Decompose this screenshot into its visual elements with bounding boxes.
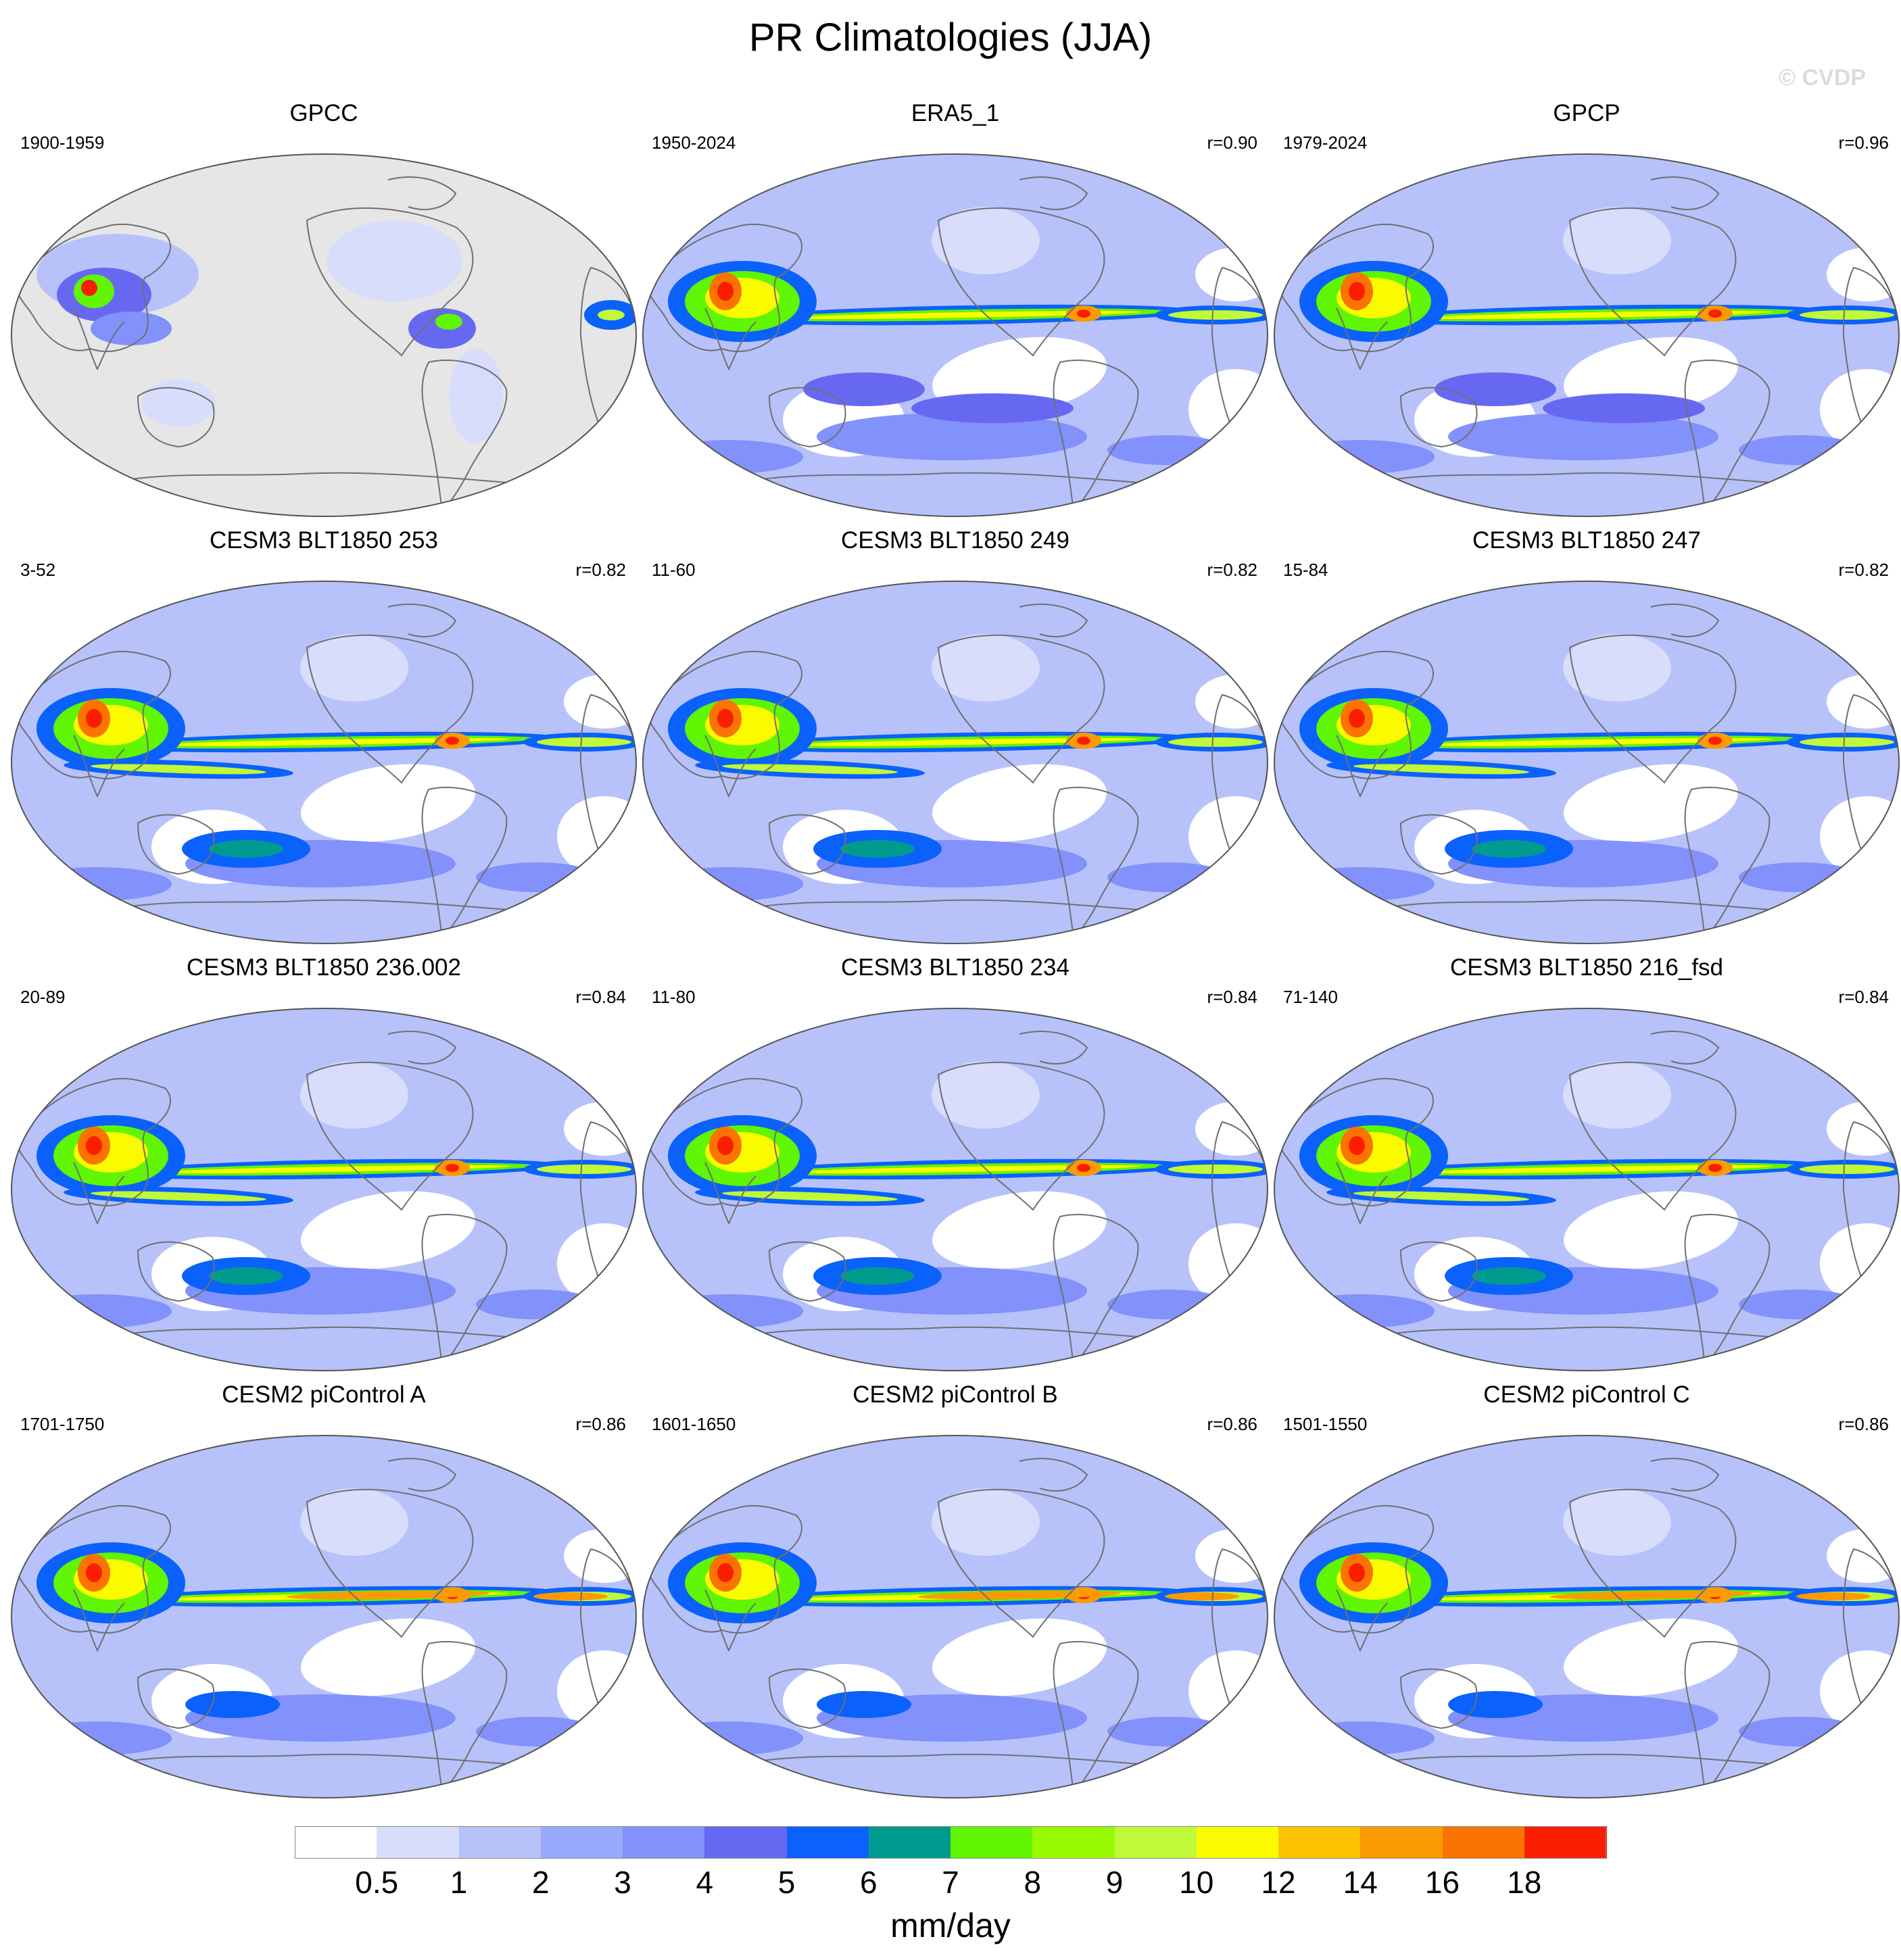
precip-map xyxy=(1274,581,1900,944)
colorbar-cell xyxy=(950,1826,1033,1859)
panel-title: GPCC xyxy=(289,100,358,126)
precip-map xyxy=(1274,1008,1900,1371)
map-panel: GPCP 1979-2024 r=0.96 xyxy=(1272,100,1901,519)
colorbar-cell xyxy=(786,1826,869,1859)
colorbar-tick-label: 0.5 xyxy=(355,1865,399,1900)
panel-title: CESM2 piControl A xyxy=(222,1381,426,1408)
panel-title: CESM3 BLT1850 253 xyxy=(210,527,438,554)
panel-correlation: r=0.82 xyxy=(1207,560,1257,580)
map-panel: ERA5_1 1950-2024 r=0.90 xyxy=(641,100,1270,519)
colorbar-tick-label: 7 xyxy=(942,1865,959,1900)
map-panel: CESM3 BLT1850 249 11-60 r=0.82 xyxy=(641,527,1270,946)
panel-correlation: r=0.82 xyxy=(1838,560,1889,580)
map-panel: CESM2 piControl C 1501-1550 r=0.86 xyxy=(1272,1381,1901,1800)
colorbar-tick-label: 1 xyxy=(450,1865,468,1900)
precip-map xyxy=(642,1008,1268,1371)
panel-years: 1601-1650 xyxy=(652,1414,736,1434)
precip-map xyxy=(11,581,637,944)
precip-map xyxy=(11,1435,637,1798)
colorbar-tick-label: 14 xyxy=(1343,1865,1378,1900)
panel-title: CESM3 BLT1850 249 xyxy=(841,527,1069,554)
colorbar-tick-label: 9 xyxy=(1105,1865,1124,1900)
precip-map xyxy=(1274,153,1900,517)
precip-map xyxy=(642,153,1268,517)
colorbar-tick-label: 10 xyxy=(1179,1865,1214,1900)
colorbar-tick-label: 5 xyxy=(777,1865,796,1900)
map-panel: CESM3 BLT1850 236.002 20-89 r=0.84 xyxy=(9,954,638,1373)
panel-years: 3-52 xyxy=(20,560,56,580)
map-panel: CESM3 BLT1850 216_fsd 71-140 r=0.84 xyxy=(1272,954,1901,1373)
panel-title: CESM3 BLT1850 236.002 xyxy=(186,954,461,981)
panel-years: 71-140 xyxy=(1283,987,1338,1007)
panel-title: ERA5_1 xyxy=(911,100,1000,126)
precip-map xyxy=(642,1435,1268,1798)
precip-map xyxy=(11,153,637,517)
panel-title: CESM3 BLT1850 216_fsd xyxy=(1449,954,1724,981)
map-panel: CESM2 piControl B 1601-1650 r=0.86 xyxy=(641,1381,1270,1800)
colorbar-cell xyxy=(704,1826,787,1859)
colorbar-cell xyxy=(623,1826,705,1859)
panel-correlation: r=0.86 xyxy=(1838,1414,1889,1434)
map-panel: CESM2 piControl A 1701-1750 r=0.86 xyxy=(9,1381,638,1800)
watermark: © CVDP xyxy=(1779,65,1866,91)
colorbar-cell xyxy=(1114,1826,1197,1859)
panel-years: 11-80 xyxy=(652,987,696,1007)
precip-map xyxy=(642,581,1268,944)
colorbar-cell xyxy=(377,1826,459,1859)
panel-title: CESM2 piControl C xyxy=(1483,1381,1690,1408)
panel-title: CESM3 BLT1850 247 xyxy=(1472,527,1701,554)
panel-years: 20-89 xyxy=(20,987,66,1007)
colorbar-cell xyxy=(1032,1826,1115,1859)
precip-map xyxy=(11,1008,637,1371)
colorbar-units: mm/day xyxy=(890,1907,1011,1944)
map-panel: CESM3 BLT1850 234 11-80 r=0.84 xyxy=(641,954,1270,1373)
colorbar-cell xyxy=(1278,1826,1361,1859)
colorbar-tick-label: 6 xyxy=(859,1865,877,1900)
colorbar xyxy=(295,1826,1607,1859)
map-panel: GPCC 1900-1959 xyxy=(9,100,638,519)
colorbar-cell xyxy=(295,1826,377,1859)
panel-correlation: r=0.90 xyxy=(1207,132,1257,153)
panel-years: 1979-2024 xyxy=(1283,132,1368,153)
panel-correlation: r=0.96 xyxy=(1838,132,1889,153)
panel-title: CESM3 BLT1850 234 xyxy=(841,954,1069,981)
colorbar-tick-label: 18 xyxy=(1507,1865,1542,1900)
panel-correlation: r=0.82 xyxy=(575,560,626,580)
colorbar-tick-label: 16 xyxy=(1424,1865,1460,1900)
panel-correlation: r=0.86 xyxy=(575,1414,626,1434)
panel-years: 1501-1550 xyxy=(1283,1414,1368,1434)
colorbar-tick-label: 12 xyxy=(1261,1865,1296,1900)
panel-correlation: r=0.84 xyxy=(1838,987,1889,1007)
colorbar-cell xyxy=(540,1826,623,1859)
panel-years: 1701-1750 xyxy=(20,1414,105,1434)
panel-years: 15-84 xyxy=(1283,560,1328,580)
colorbar-cell xyxy=(1196,1826,1279,1859)
panel-years: 1950-2024 xyxy=(652,132,736,153)
colorbar-cell xyxy=(1360,1826,1443,1859)
colorbar-tick-label: 8 xyxy=(1024,1865,1042,1900)
figure-title: PR Climatologies (JJA) xyxy=(748,16,1153,59)
precip-map xyxy=(1274,1435,1900,1798)
colorbar-cell xyxy=(868,1826,951,1859)
panel-years: 11-60 xyxy=(652,560,696,580)
panel-correlation: r=0.84 xyxy=(1207,987,1257,1007)
map-panel: CESM3 BLT1850 247 15-84 r=0.82 xyxy=(1272,527,1901,946)
colorbar-tick-label: 2 xyxy=(531,1865,550,1900)
colorbar-cell xyxy=(1442,1826,1525,1859)
colorbar-cell xyxy=(1524,1826,1607,1859)
colorbar-tick-label: 3 xyxy=(614,1865,631,1900)
colorbar-cell xyxy=(458,1826,542,1859)
colorbar-frame xyxy=(295,1826,1606,1859)
panel-title: CESM2 piControl B xyxy=(852,1381,1058,1408)
panel-correlation: r=0.86 xyxy=(1207,1414,1257,1434)
panel-title: GPCP xyxy=(1553,100,1620,126)
panel-correlation: r=0.84 xyxy=(575,987,626,1007)
panel-years: 1900-1959 xyxy=(20,132,105,153)
colorbar-tick-label: 4 xyxy=(696,1865,714,1900)
map-panel: CESM3 BLT1850 253 3-52 r=0.82 xyxy=(9,527,638,946)
